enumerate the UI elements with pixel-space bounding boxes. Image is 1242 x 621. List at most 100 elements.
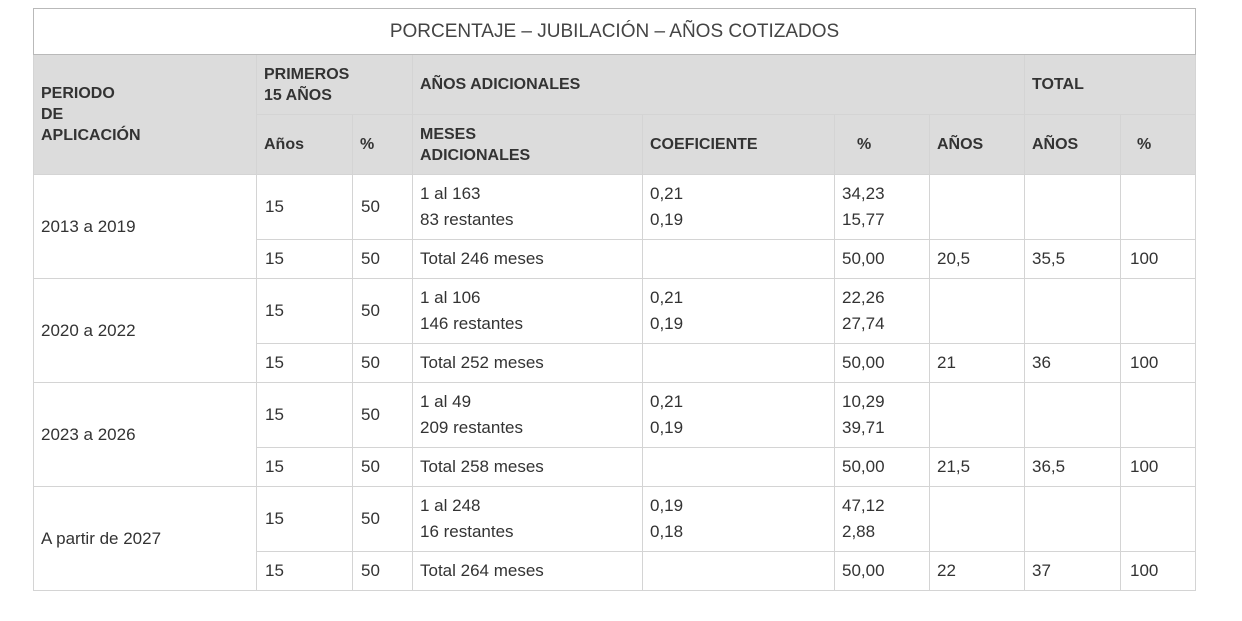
coef-line1: 0,21 <box>650 288 684 307</box>
meses-cell: 1 al 106 146 restantes <box>412 278 643 344</box>
pct-adicional-cell: 10,29 39,71 <box>834 382 930 448</box>
pct-cell: 50 <box>352 239 413 279</box>
header-total: TOTAL <box>1023 54 1197 115</box>
pct-line2: 39,71 <box>842 418 885 437</box>
pct-cell: 50 <box>352 447 413 487</box>
table-row: 15 50 Total 264 meses 50,00 22 37 100 <box>34 551 1197 591</box>
header-anos: Años <box>256 114 353 175</box>
meses-total-cell: Total 264 meses <box>412 551 643 591</box>
pct-line1: 34,23 <box>842 184 885 203</box>
coef-cell <box>642 239 835 279</box>
table-row: 15 50 Total 246 meses 50,00 20,5 35,5 10… <box>34 239 1197 279</box>
header-anos-adicional: AÑOS <box>929 114 1025 175</box>
anos-adicional-cell <box>929 278 1025 344</box>
anos-cell: 15 <box>256 551 353 591</box>
total-pct-cell <box>1119 486 1197 552</box>
pct-line1: 22,26 <box>842 288 885 307</box>
pct-line1: 10,29 <box>842 392 885 411</box>
anos-cell: 15 <box>256 278 353 344</box>
header-pct: % <box>352 114 413 175</box>
pct-total-cell: 50,00 <box>834 343 930 383</box>
meses-cell: 1 al 248 16 restantes <box>412 486 643 552</box>
table-row: 15 50 Total 258 meses 50,00 21,5 36,5 10… <box>34 447 1197 487</box>
anos-adicional-cell: 20,5 <box>929 239 1025 279</box>
pct-cell: 50 <box>352 278 413 344</box>
total-pct-cell <box>1119 278 1197 344</box>
coef-line2: 0,19 <box>650 418 684 437</box>
pct-adicional-cell: 34,23 15,77 <box>834 174 930 240</box>
meses-line2: 83 restantes <box>420 210 514 229</box>
anos-cell: 15 <box>256 174 353 240</box>
total-pct-cell: 100 <box>1119 239 1197 279</box>
meses-line1: 1 al 106 <box>420 288 481 307</box>
coef-cell <box>642 343 835 383</box>
pct-line1: 47,12 <box>842 496 885 515</box>
coef-cell: 0,19 0,18 <box>642 486 835 552</box>
coef-line2: 0,18 <box>650 522 684 541</box>
anos-cell: 15 <box>256 447 353 487</box>
coef-line1: 0,19 <box>650 496 684 515</box>
coef-cell <box>642 551 835 591</box>
anos-adicional-cell <box>929 382 1025 448</box>
pct-adicional-cell: 47,12 2,88 <box>834 486 930 552</box>
total-pct-cell: 100 <box>1119 343 1197 383</box>
table-row: A partir de 2027 15 50 1 al 248 16 restan… <box>33 486 1197 591</box>
header-meses-adicionales: MESES ADICIONALES <box>412 114 643 175</box>
coef-line2: 0,19 <box>650 210 684 229</box>
anos-cell: 15 <box>256 486 353 552</box>
pct-line2: 27,74 <box>842 314 885 333</box>
table-row: 2020 a 2022 15 50 1 al 106 146 restantes … <box>33 278 1197 383</box>
total-anos-cell: 36 <box>1024 343 1121 383</box>
period-cell: 2020 a 2022 <box>33 278 257 383</box>
total-pct-cell <box>1119 174 1197 240</box>
pct-line2: 15,77 <box>842 210 885 229</box>
pct-cell: 50 <box>352 486 413 552</box>
pension-table: PORCENTAJE – JUBILACIÓN – AÑOS COTIZADOS… <box>32 8 1197 591</box>
header-periodo-label: PERIODO DE APLICACIÓN <box>41 85 141 144</box>
table-row: 15 50 Total 252 meses 50,00 21 36 100 <box>34 343 1197 383</box>
header-primeros: PRIMEROS 15 AÑOS <box>256 54 413 115</box>
meses-line2: 146 restantes <box>420 314 524 333</box>
pct-total-cell: 50,00 <box>834 239 930 279</box>
anos-cell: 15 <box>256 382 353 448</box>
total-anos-cell: 35,5 <box>1024 239 1121 279</box>
total-pct-cell: 100 <box>1119 551 1197 591</box>
total-pct-cell: 100 <box>1119 447 1197 487</box>
table-row: 2013 a 2019 15 50 1 al 163 83 restantes 0… <box>33 174 1197 279</box>
total-anos-cell: 36,5 <box>1024 447 1121 487</box>
anos-adicional-cell <box>929 174 1025 240</box>
coef-line1: 0,21 <box>650 392 684 411</box>
pct-line2: 2,88 <box>842 522 876 541</box>
period-cell: 2013 a 2019 <box>33 174 257 279</box>
table-title: PORCENTAJE – JUBILACIÓN – AÑOS COTIZADOS <box>32 8 1197 55</box>
coef-cell: 0,21 0,19 <box>642 174 835 240</box>
pct-total-cell: 50,00 <box>834 551 930 591</box>
pct-cell: 50 <box>352 382 413 448</box>
meses-cell: 1 al 163 83 restantes <box>412 174 643 240</box>
anos-adicional-cell: 21,5 <box>929 447 1025 487</box>
coef-cell: 0,21 0,19 <box>642 278 835 344</box>
meses-total-cell: Total 246 meses <box>412 239 643 279</box>
pct-adicional-cell: 22,26 27,74 <box>834 278 930 344</box>
anos-adicional-cell: 21 <box>929 343 1025 383</box>
meses-line2: 209 restantes <box>420 418 524 437</box>
header-meses-line1: MESES <box>420 125 477 143</box>
coef-line2: 0,19 <box>650 314 684 333</box>
header-meses-line2: ADICIONALES <box>420 146 531 164</box>
coef-cell <box>642 447 835 487</box>
pct-total-cell: 50,00 <box>834 447 930 487</box>
anos-adicional-cell: 22 <box>929 551 1025 591</box>
meses-line2: 16 restantes <box>420 522 514 541</box>
header-total-pct: % <box>1119 114 1197 175</box>
total-anos-cell <box>1024 486 1121 552</box>
anos-cell: 15 <box>256 239 353 279</box>
coef-line1: 0,21 <box>650 184 684 203</box>
pct-cell: 50 <box>352 551 413 591</box>
meses-line1: 1 al 163 <box>420 184 481 203</box>
header-adicionales: AÑOS ADICIONALES <box>412 54 1025 115</box>
meses-line1: 1 al 49 <box>420 392 472 411</box>
meses-cell: 1 al 49 209 restantes <box>412 382 643 448</box>
total-anos-cell <box>1024 174 1121 240</box>
pct-cell: 50 <box>352 343 413 383</box>
header-total-anos: AÑOS <box>1024 114 1121 175</box>
